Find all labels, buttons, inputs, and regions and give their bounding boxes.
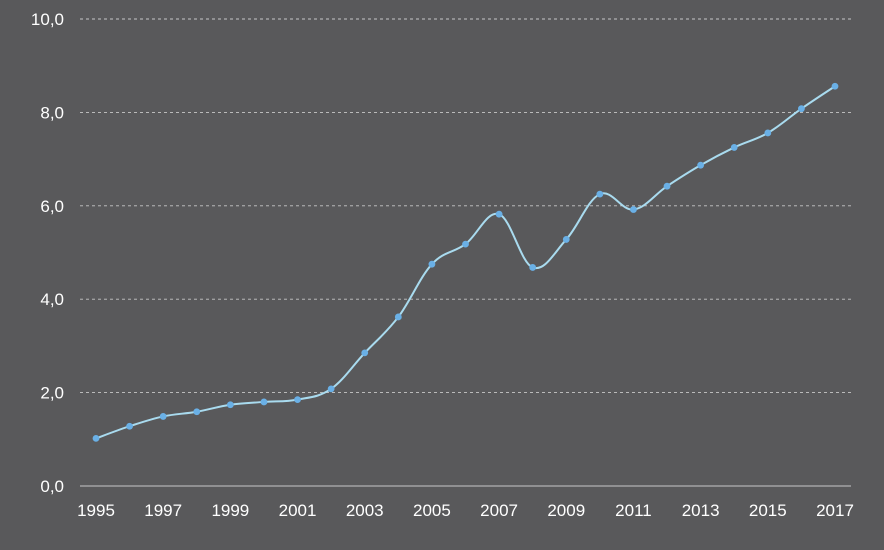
x-tick-label: 2013 [682, 501, 720, 520]
x-tick-label: 2001 [279, 501, 317, 520]
data-point-2012 [663, 182, 671, 190]
x-tick-label: 2011 [615, 501, 652, 520]
data-point-2003 [361, 349, 369, 357]
gridlines [80, 18, 851, 487]
y-tick-label: 10,0 [31, 10, 64, 29]
data-point-2000 [260, 398, 268, 406]
data-point-2008 [529, 264, 537, 271]
x-tick-label: 2003 [346, 501, 384, 520]
data-point-1999 [226, 401, 234, 409]
data-point-2001 [294, 396, 301, 404]
data-point-2017 [831, 82, 839, 90]
x-tick-label: 2009 [547, 501, 585, 520]
y-tick-label: 4,0 [40, 290, 64, 309]
x-axis-labels: 1995 1997 1999 2001 2003 2005 2007 2009 2011 2013… [77, 501, 854, 520]
data-point-2010 [596, 190, 604, 198]
series-markers [92, 82, 839, 442]
data-point-2002 [327, 385, 335, 393]
data-point-2014 [730, 144, 738, 151]
y-tick-label: 2,0 [40, 384, 64, 403]
x-tick-label: 2007 [480, 501, 518, 520]
data-point-2013 [697, 161, 705, 169]
data-point-2016 [798, 105, 805, 113]
series-line [95, 85, 836, 440]
x-tick-label: 2017 [816, 501, 854, 520]
data-point-1996 [126, 422, 133, 430]
data-point-2011 [630, 206, 637, 213]
data-point-2006 [462, 240, 469, 248]
x-tick-label: 1997 [144, 501, 182, 520]
y-axis-labels: 0,0 2,0 4,0 6,0 8,0 10,0 [31, 10, 64, 496]
data-point-2009 [562, 236, 570, 243]
data-point-2004 [394, 313, 402, 321]
data-point-2015 [764, 129, 772, 137]
x-tick-label: 2005 [413, 501, 451, 520]
y-tick-label: 8,0 [40, 103, 64, 122]
data-point-1998 [193, 408, 201, 416]
y-tick-label: 0,0 [40, 477, 64, 496]
data-point-1997 [159, 413, 167, 420]
data-point-2005 [428, 260, 436, 268]
data-point-2007 [495, 210, 503, 218]
x-tick-label: 1995 [77, 501, 115, 520]
x-tick-label: 1999 [211, 501, 249, 520]
y-tick-label: 6,0 [40, 197, 64, 216]
series-line-path [95, 85, 836, 440]
data-point-1995 [92, 434, 100, 442]
x-tick-label: 2015 [749, 501, 787, 520]
